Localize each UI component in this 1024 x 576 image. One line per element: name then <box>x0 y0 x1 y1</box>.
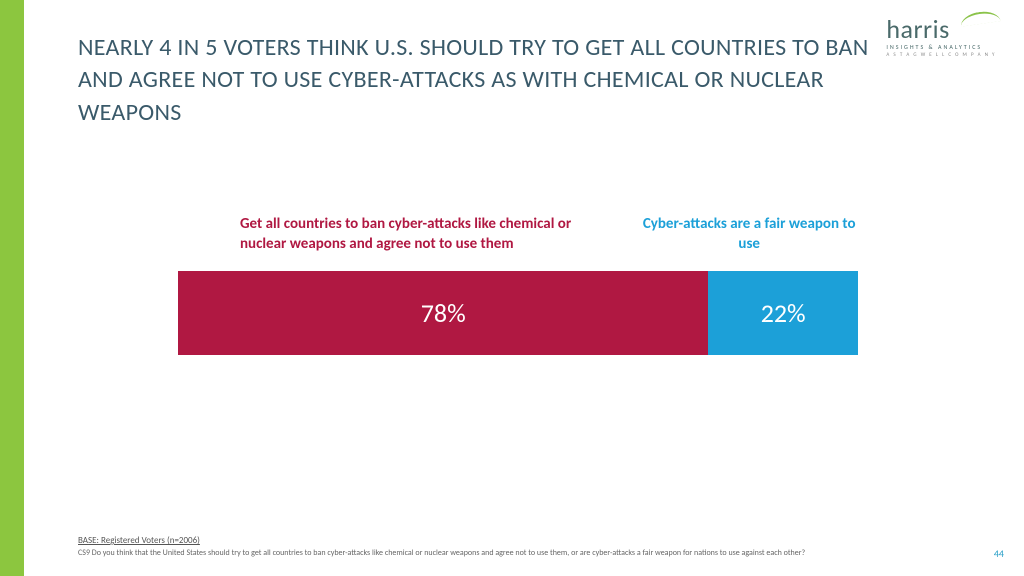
logo-swoosh-icon <box>959 9 1000 26</box>
slide-title: NEARLY 4 IN 5 VOTERS THINK U.S. SHOULD T… <box>78 32 898 129</box>
bar-segment-fair: 22% <box>708 271 858 355</box>
stacked-bar-chart: Get all countries to ban cyber-attacks l… <box>178 214 858 355</box>
footer-question-text: CS9 Do you think that the United States … <box>78 548 978 558</box>
slide: harris INSIGHTS & ANALYTICS A S T A G W … <box>0 0 1024 576</box>
bar-value-ban: 78% <box>421 297 466 329</box>
logo-tagline: A S T A G W E L L C O M P A N Y <box>886 52 996 58</box>
footer-base-text: BASE: Registered Voters (n=2006) <box>78 535 978 546</box>
bar-value-fair: 22% <box>761 297 806 329</box>
footer: BASE: Registered Voters (n=2006) CS9 Do … <box>78 535 978 558</box>
page-number: 44 <box>994 547 1004 560</box>
bar-segment-ban: 78% <box>178 271 708 355</box>
segment-labels-row: Get all countries to ban cyber-attacks l… <box>178 214 858 255</box>
logo-wordmark: harris <box>886 18 996 41</box>
left-accent-bar <box>0 0 24 576</box>
bar-track: 78% 22% <box>178 271 858 355</box>
segment-label-ban: Get all countries to ban cyber-attacks l… <box>178 214 640 255</box>
brand-logo: harris INSIGHTS & ANALYTICS A S T A G W … <box>886 18 996 58</box>
segment-label-fair: Cyber-attacks are a fair weapon to use <box>640 214 858 255</box>
